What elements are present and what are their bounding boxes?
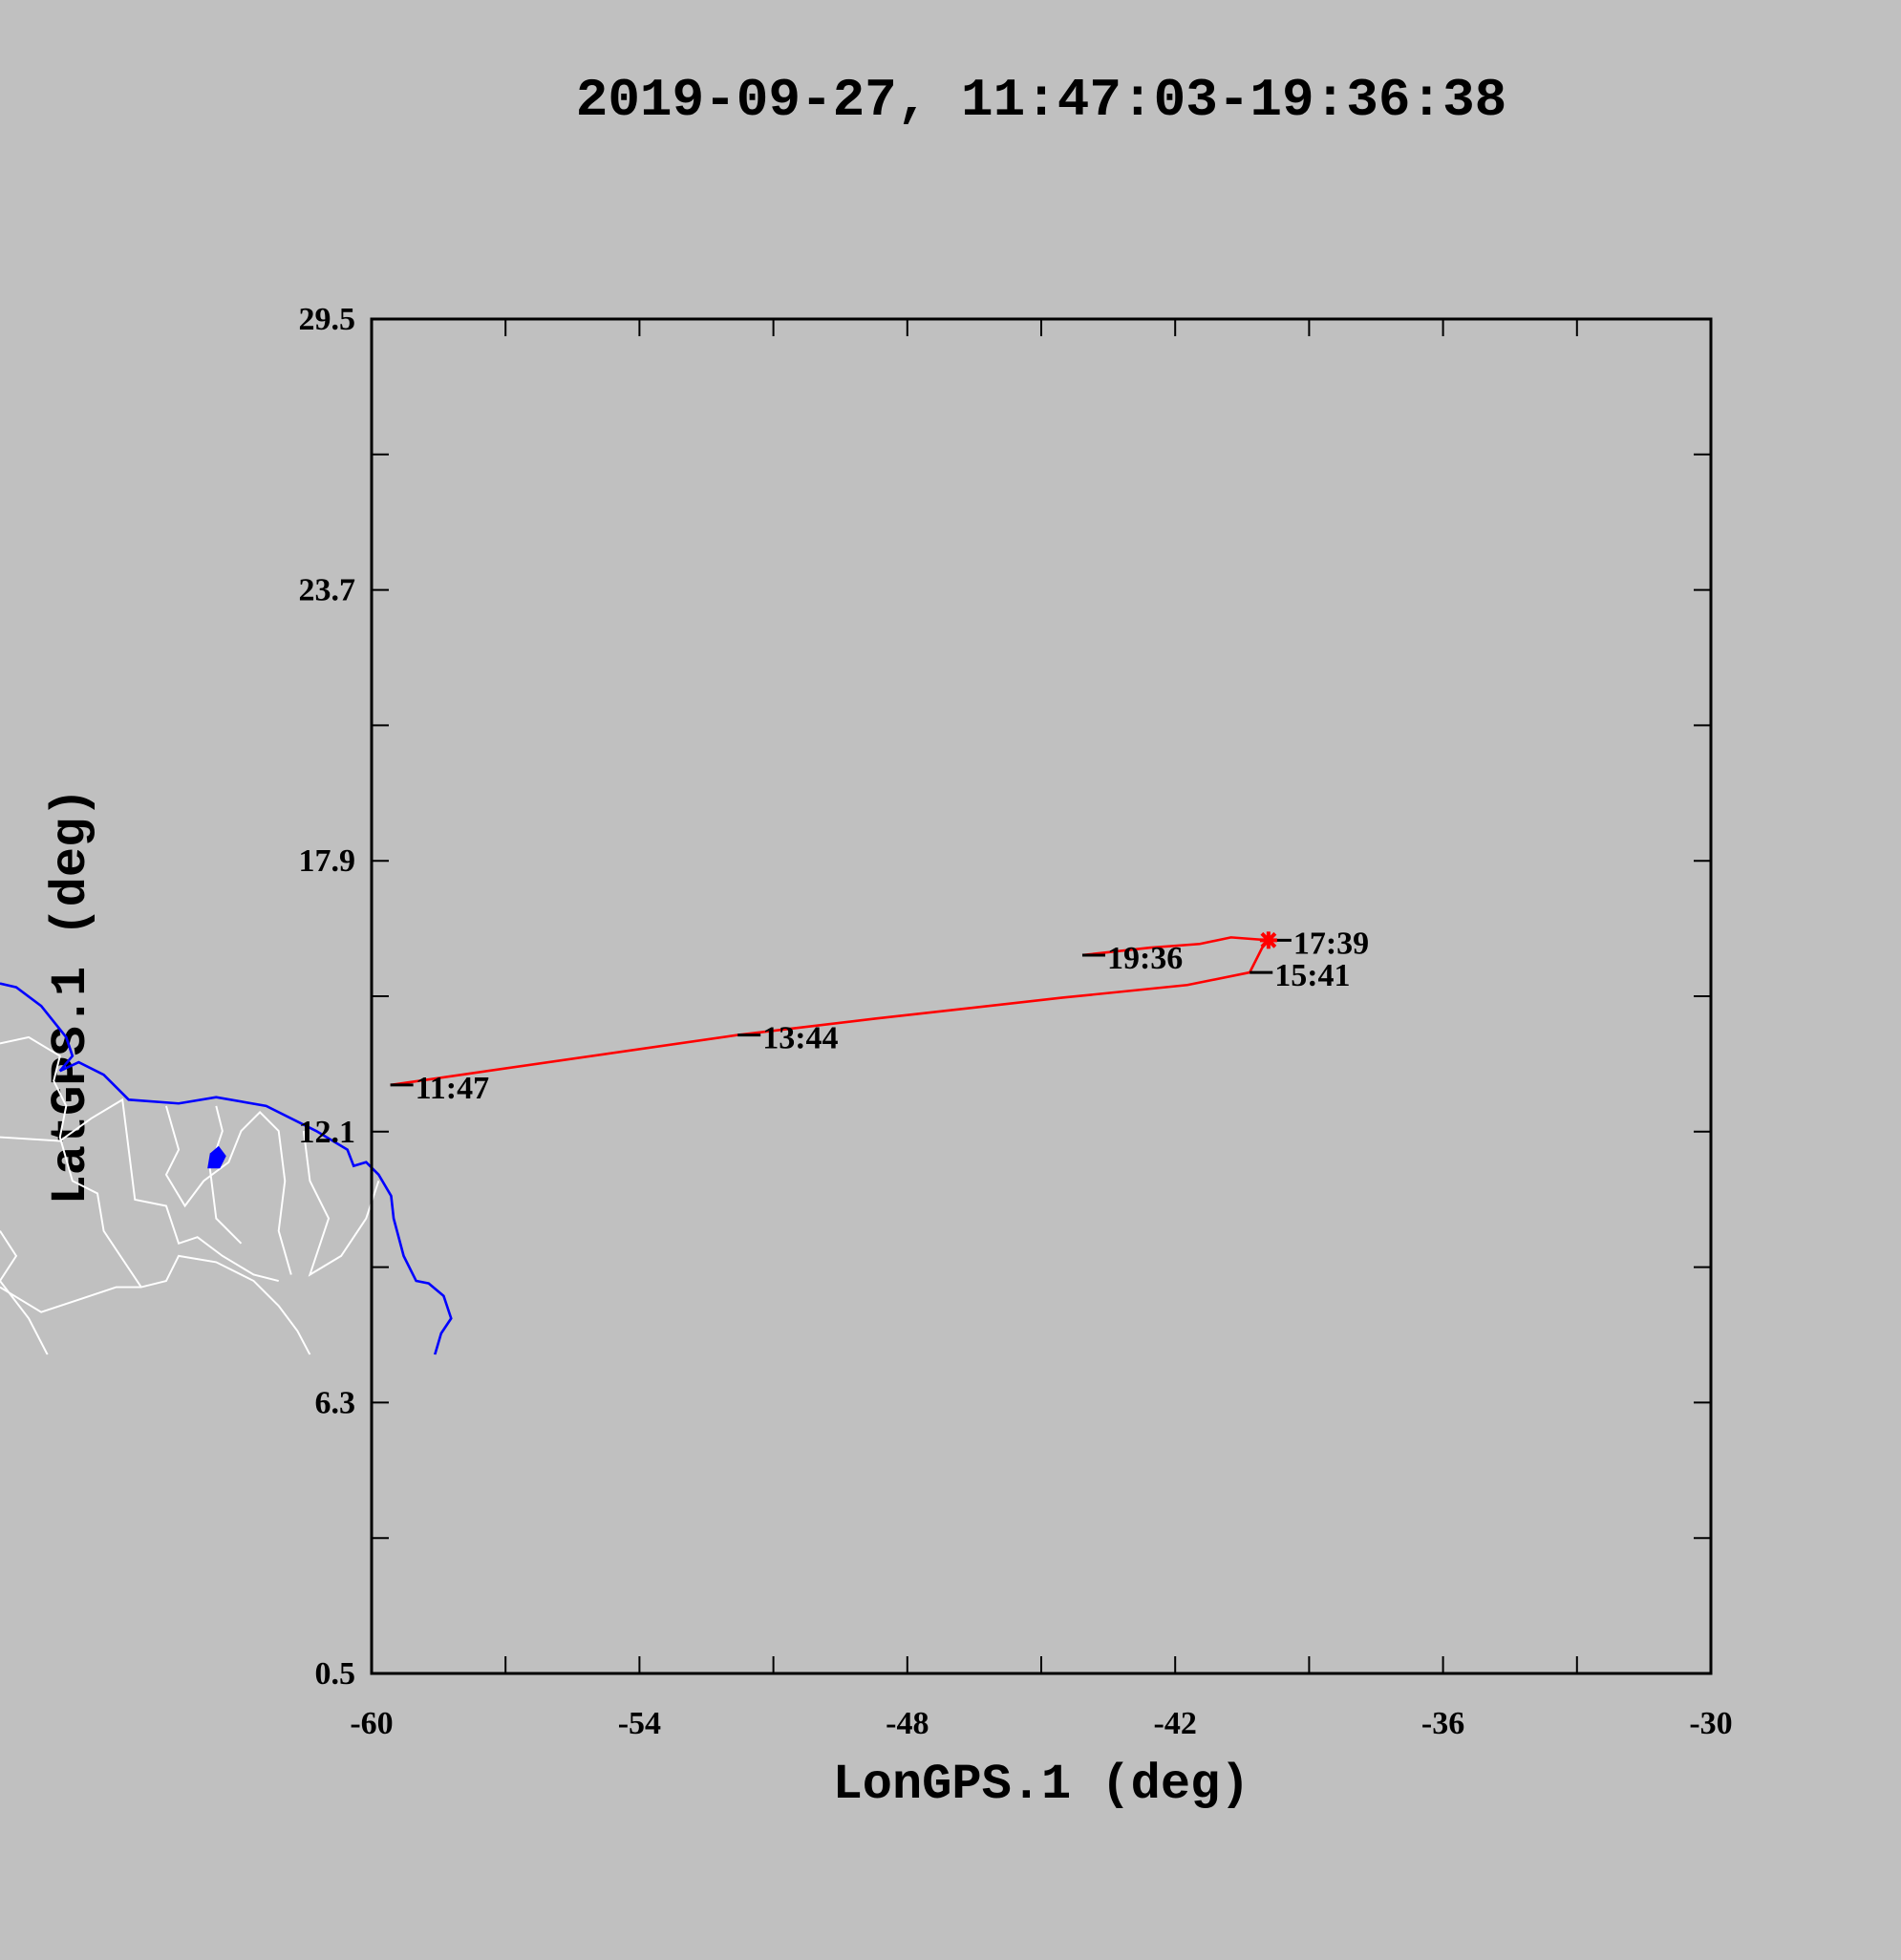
- chart-title: 2019-09-27, 11:47:03-19:36:38: [576, 70, 1507, 131]
- border: [0, 1097, 279, 1282]
- x-tick-label: -60: [350, 1706, 393, 1741]
- x-tick-label: -42: [1154, 1706, 1197, 1741]
- border: [0, 1035, 311, 1355]
- track: [390, 936, 1271, 1087]
- coastline: [0, 982, 453, 1355]
- x-tick-label: -54: [618, 1706, 661, 1741]
- y-tick-label: 0.5: [315, 1656, 356, 1692]
- annotation: 13:44: [762, 1021, 838, 1056]
- y-tick-label: 17.9: [299, 843, 356, 879]
- y-tick-label: 6.3: [315, 1385, 356, 1420]
- x-tick-label: -48: [886, 1706, 929, 1741]
- border: [302, 1130, 380, 1277]
- annotation: 15:41: [1274, 958, 1350, 993]
- annotation: 19:36: [1107, 941, 1183, 976]
- annotation: 11:47: [416, 1071, 489, 1106]
- y-axis-label: LatGPS.1 (deg): [43, 788, 99, 1205]
- star-marker: [1260, 931, 1277, 948]
- lake: [207, 1145, 226, 1169]
- x-axis-label: LonGPS.1 (deg): [833, 1757, 1250, 1813]
- border: [0, 1286, 141, 1313]
- annotation: 17:39: [1293, 926, 1369, 961]
- y-tick-label: 12.1: [299, 1115, 356, 1150]
- border: [0, 1230, 49, 1355]
- x-tick-label: -36: [1421, 1706, 1464, 1741]
- x-tick-label: -30: [1689, 1706, 1732, 1741]
- y-tick-label: 23.7: [299, 573, 356, 608]
- map: [0, 982, 453, 1355]
- y-tick-label: 29.5: [299, 302, 356, 337]
- border: [164, 1105, 292, 1275]
